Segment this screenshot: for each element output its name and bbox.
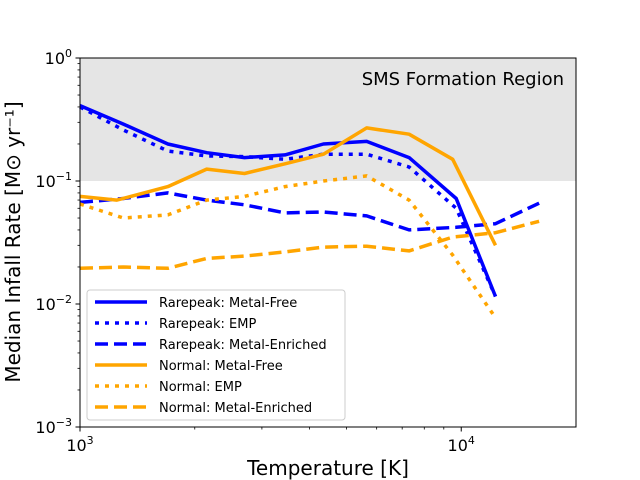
series-line-0 [79,103,498,298]
legend-label-3: Normal: Metal-Free [159,359,283,374]
legend-label-1: Rarepeak: EMP [159,317,256,332]
sms-formation-region-label: SMS Formation Region [362,69,564,90]
legend-label-5: Normal: Metal-Enriched [159,401,312,416]
x-axis-label: Temperature [K] [246,456,409,480]
legend: Rarepeak: Metal-Free Rarepeak: EMP Rarepea… [86,289,346,421]
series-line-5 [79,219,540,271]
series-line-2 [79,191,540,232]
series-line-4 [79,174,496,317]
sms-formation-region [80,58,576,181]
series-line-1 [79,105,498,298]
series-line-3 [79,126,498,247]
y-axis-label: Median Infall Rate [M⊙ yr⁻¹] [1,101,25,382]
axes-frame [79,57,577,428]
legend-label-0: Rarepeak: Metal-Free [159,296,297,311]
legend-box [86,289,346,421]
legend-label-4: Normal: EMP [159,380,242,395]
legend-label-2: Rarepeak: Metal-Enriched [159,338,327,353]
plot-area [79,58,576,317]
